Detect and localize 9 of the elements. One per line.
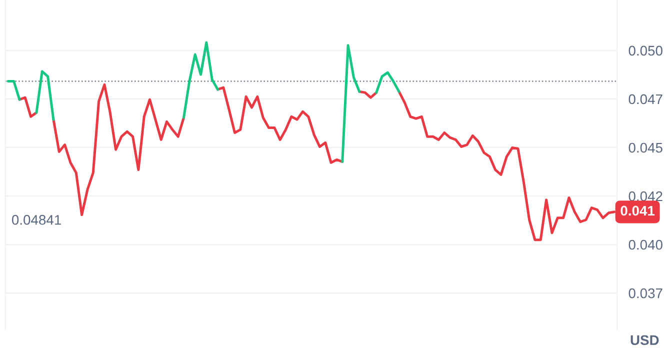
y-axis-title: USD bbox=[630, 335, 659, 346]
y-tick-label: 0.037 bbox=[628, 288, 662, 298]
y-tick-label: 0.040 bbox=[628, 240, 662, 250]
text: 0.041 bbox=[620, 206, 655, 216]
y-tick-label: 0.042 bbox=[628, 191, 662, 202]
y-tick-label: 0.045 bbox=[628, 142, 662, 153]
y-tick-label: 0.047 bbox=[628, 94, 662, 104]
y-tick-label: 0.050 bbox=[628, 46, 662, 56]
ref-line-label: 0.04841 bbox=[12, 214, 61, 225]
